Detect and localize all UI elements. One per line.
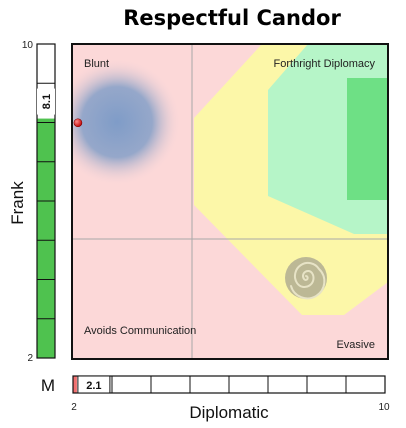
x-tick-min: 2 (71, 402, 77, 413)
frank-meter-border (36, 43, 56, 359)
region-label-blunt: Blunt (84, 58, 109, 70)
frank-meter-value-box (37, 88, 55, 115)
diplomatic-meter-side-label: M (41, 376, 55, 395)
diplomatic-meter-border (72, 375, 386, 394)
diplomatic-meter: M 2.1 2 10 (41, 375, 390, 413)
data-point[interactable] (73, 118, 83, 128)
chart-title: Respectful Candor (123, 6, 341, 30)
green-zone (347, 78, 388, 200)
region-label-forthright-diplomacy: Forthright Diplomacy (274, 58, 376, 70)
y-tick-min: 2 (27, 353, 33, 364)
region-label-evasive: Evasive (336, 339, 375, 351)
blunt-zone (72, 58, 181, 186)
x-tick-max: 10 (378, 402, 390, 413)
diplomatic-meter-value-box (77, 375, 111, 394)
y-axis-label: Frank (8, 181, 27, 225)
diplomatic-meter-value: 2.1 (86, 380, 101, 392)
x-axis-label: Diplomatic (189, 403, 269, 422)
diplomatic-meter-fill (73, 376, 77, 393)
plot-area (72, 44, 388, 359)
region-label-avoids-communication: Avoids Communication (84, 325, 196, 337)
frank-meter-value: 8.1 (41, 94, 53, 109)
y-tick-max: 10 (22, 40, 34, 51)
frank-meter-fill (37, 118, 55, 358)
frank-meter: 8.1 10 2 (22, 40, 56, 364)
plot-border (71, 43, 389, 360)
frank-meter-segments (37, 82, 55, 320)
spiral-icon (285, 257, 327, 300)
diplomatic-meter-segments (111, 376, 347, 393)
